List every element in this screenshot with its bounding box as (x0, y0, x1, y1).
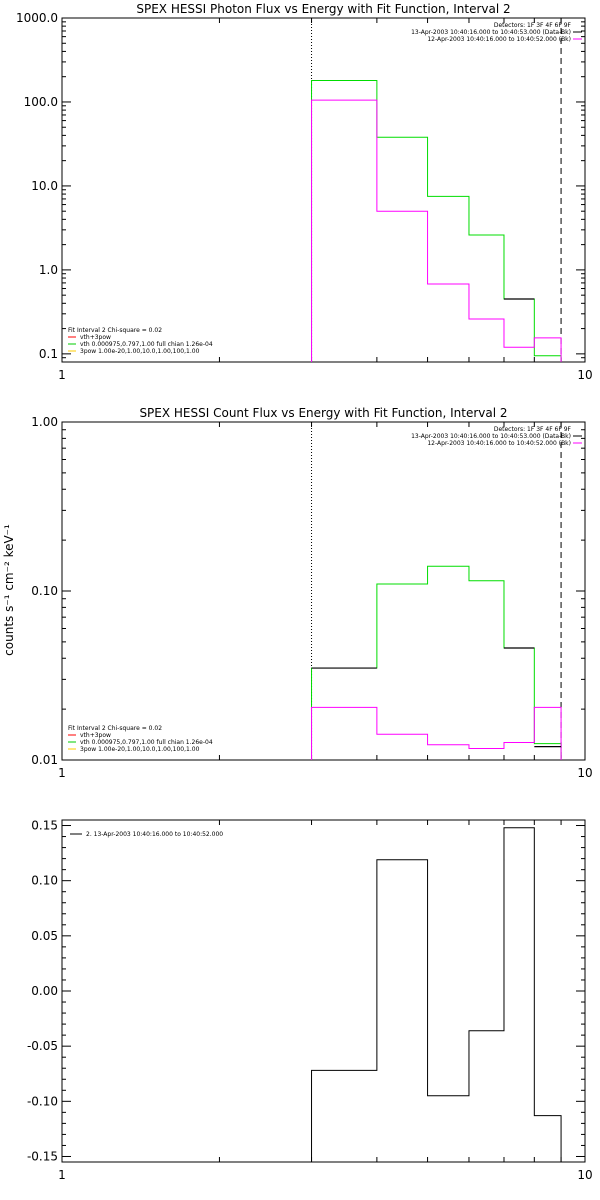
x-tick-label: 10 (577, 1168, 592, 1182)
plot-frame (61, 819, 586, 1163)
y-tick-label: -0.05 (27, 1039, 58, 1053)
panel-2: SPEX HESSI Count Flux vs Energy with Fit… (31, 406, 592, 780)
chart-title: SPEX HESSI Photon Flux vs Energy with Fi… (136, 2, 510, 16)
y-tick-label: 0.01 (31, 753, 58, 767)
y-axis-label: counts s⁻¹ cm⁻² keV⁻¹ (2, 524, 16, 656)
chart-title: SPEX HESSI Count Flux vs Energy with Fit… (139, 406, 507, 420)
panel-1: SPEX HESSI Photon Flux vs Energy with Fi… (16, 2, 593, 382)
legend-entry: 13-Apr-2003 10:40:16.000 to 10:40:53.000… (411, 29, 571, 36)
legend-entry: Detectors: 1F 3F 4F 6F 9F (494, 22, 572, 29)
legend-entry: vth+3pow (80, 732, 111, 739)
y-tick-label: 0.10 (31, 874, 58, 888)
legend-entry: vth 0.000975,0.797,1.00 full chian 1.26e… (80, 739, 213, 746)
legend-entry: vth+3pow (80, 334, 111, 341)
series-1-histogram (311, 80, 562, 362)
panel-3: -0.15 -0.10 -0.05 0.00 0.05 0.10 0.15 1 10 2. 13-… (27, 819, 593, 1182)
legend-entry: 12-Apr-2003 10:40:16.000 to 10:40:52.000… (427, 36, 571, 43)
x-tick-label: 10 (577, 766, 592, 780)
y-tick-label: 10.0 (31, 179, 58, 193)
y-tick-label: 0.00 (31, 984, 58, 998)
series-1-histogram (311, 827, 562, 1162)
legend-entry: Fit Interval 2 Chi-square = 0.02 (68, 725, 162, 732)
y-tick-label: -0.15 (27, 1149, 58, 1163)
legend-entry: Fit Interval 2 Chi-square = 0.02 (68, 327, 162, 334)
y-tick-label: -0.10 (27, 1094, 58, 1108)
legend-entry: 3pow 1.00e-20,1.00,10.0,1.00,100,1.00 (80, 348, 200, 355)
y-tick-label: 0.1 (39, 347, 58, 361)
plot-frame (61, 17, 586, 363)
y-tick-label: 1.0 (39, 263, 58, 277)
legend-entry: 12-Apr-2003 10:40:16.000 to 10:40:52.000… (427, 440, 571, 447)
x-tick-label: 10 (577, 368, 592, 382)
legend-entry: 13-Apr-2003 10:40:16.000 to 10:40:53.000… (411, 433, 571, 440)
legend-entry: 2. 13-Apr-2003 10:40:16.000 to 10:40:52.… (86, 831, 223, 838)
y-tick-label: 0.15 (31, 819, 58, 833)
x-tick-label: 1 (58, 766, 66, 780)
x-tick-label: 1 (58, 1168, 66, 1182)
y-tick-label: 100.0 (24, 95, 58, 109)
y-tick-label: 1000.0 (16, 11, 58, 25)
y-tick-label: 0.10 (31, 584, 58, 598)
series-1-histogram (311, 565, 562, 760)
series-2-histogram (311, 99, 562, 362)
legend-entry: 3pow 1.00e-20,1.00,10.0,1.00,100,1.00 (80, 746, 200, 753)
plot-frame (61, 421, 586, 761)
series-2-histogram (311, 706, 562, 760)
y-tick-label: 0.05 (31, 929, 58, 943)
x-tick-label: 1 (58, 368, 66, 382)
y-tick-label: 1.00 (31, 415, 58, 429)
legend-entry: Detectors: 1F 3F 4F 6F 9F (494, 426, 572, 433)
legend-entry: vth 0.000975,0.797,1.00 full chian 1.26e… (80, 341, 213, 348)
